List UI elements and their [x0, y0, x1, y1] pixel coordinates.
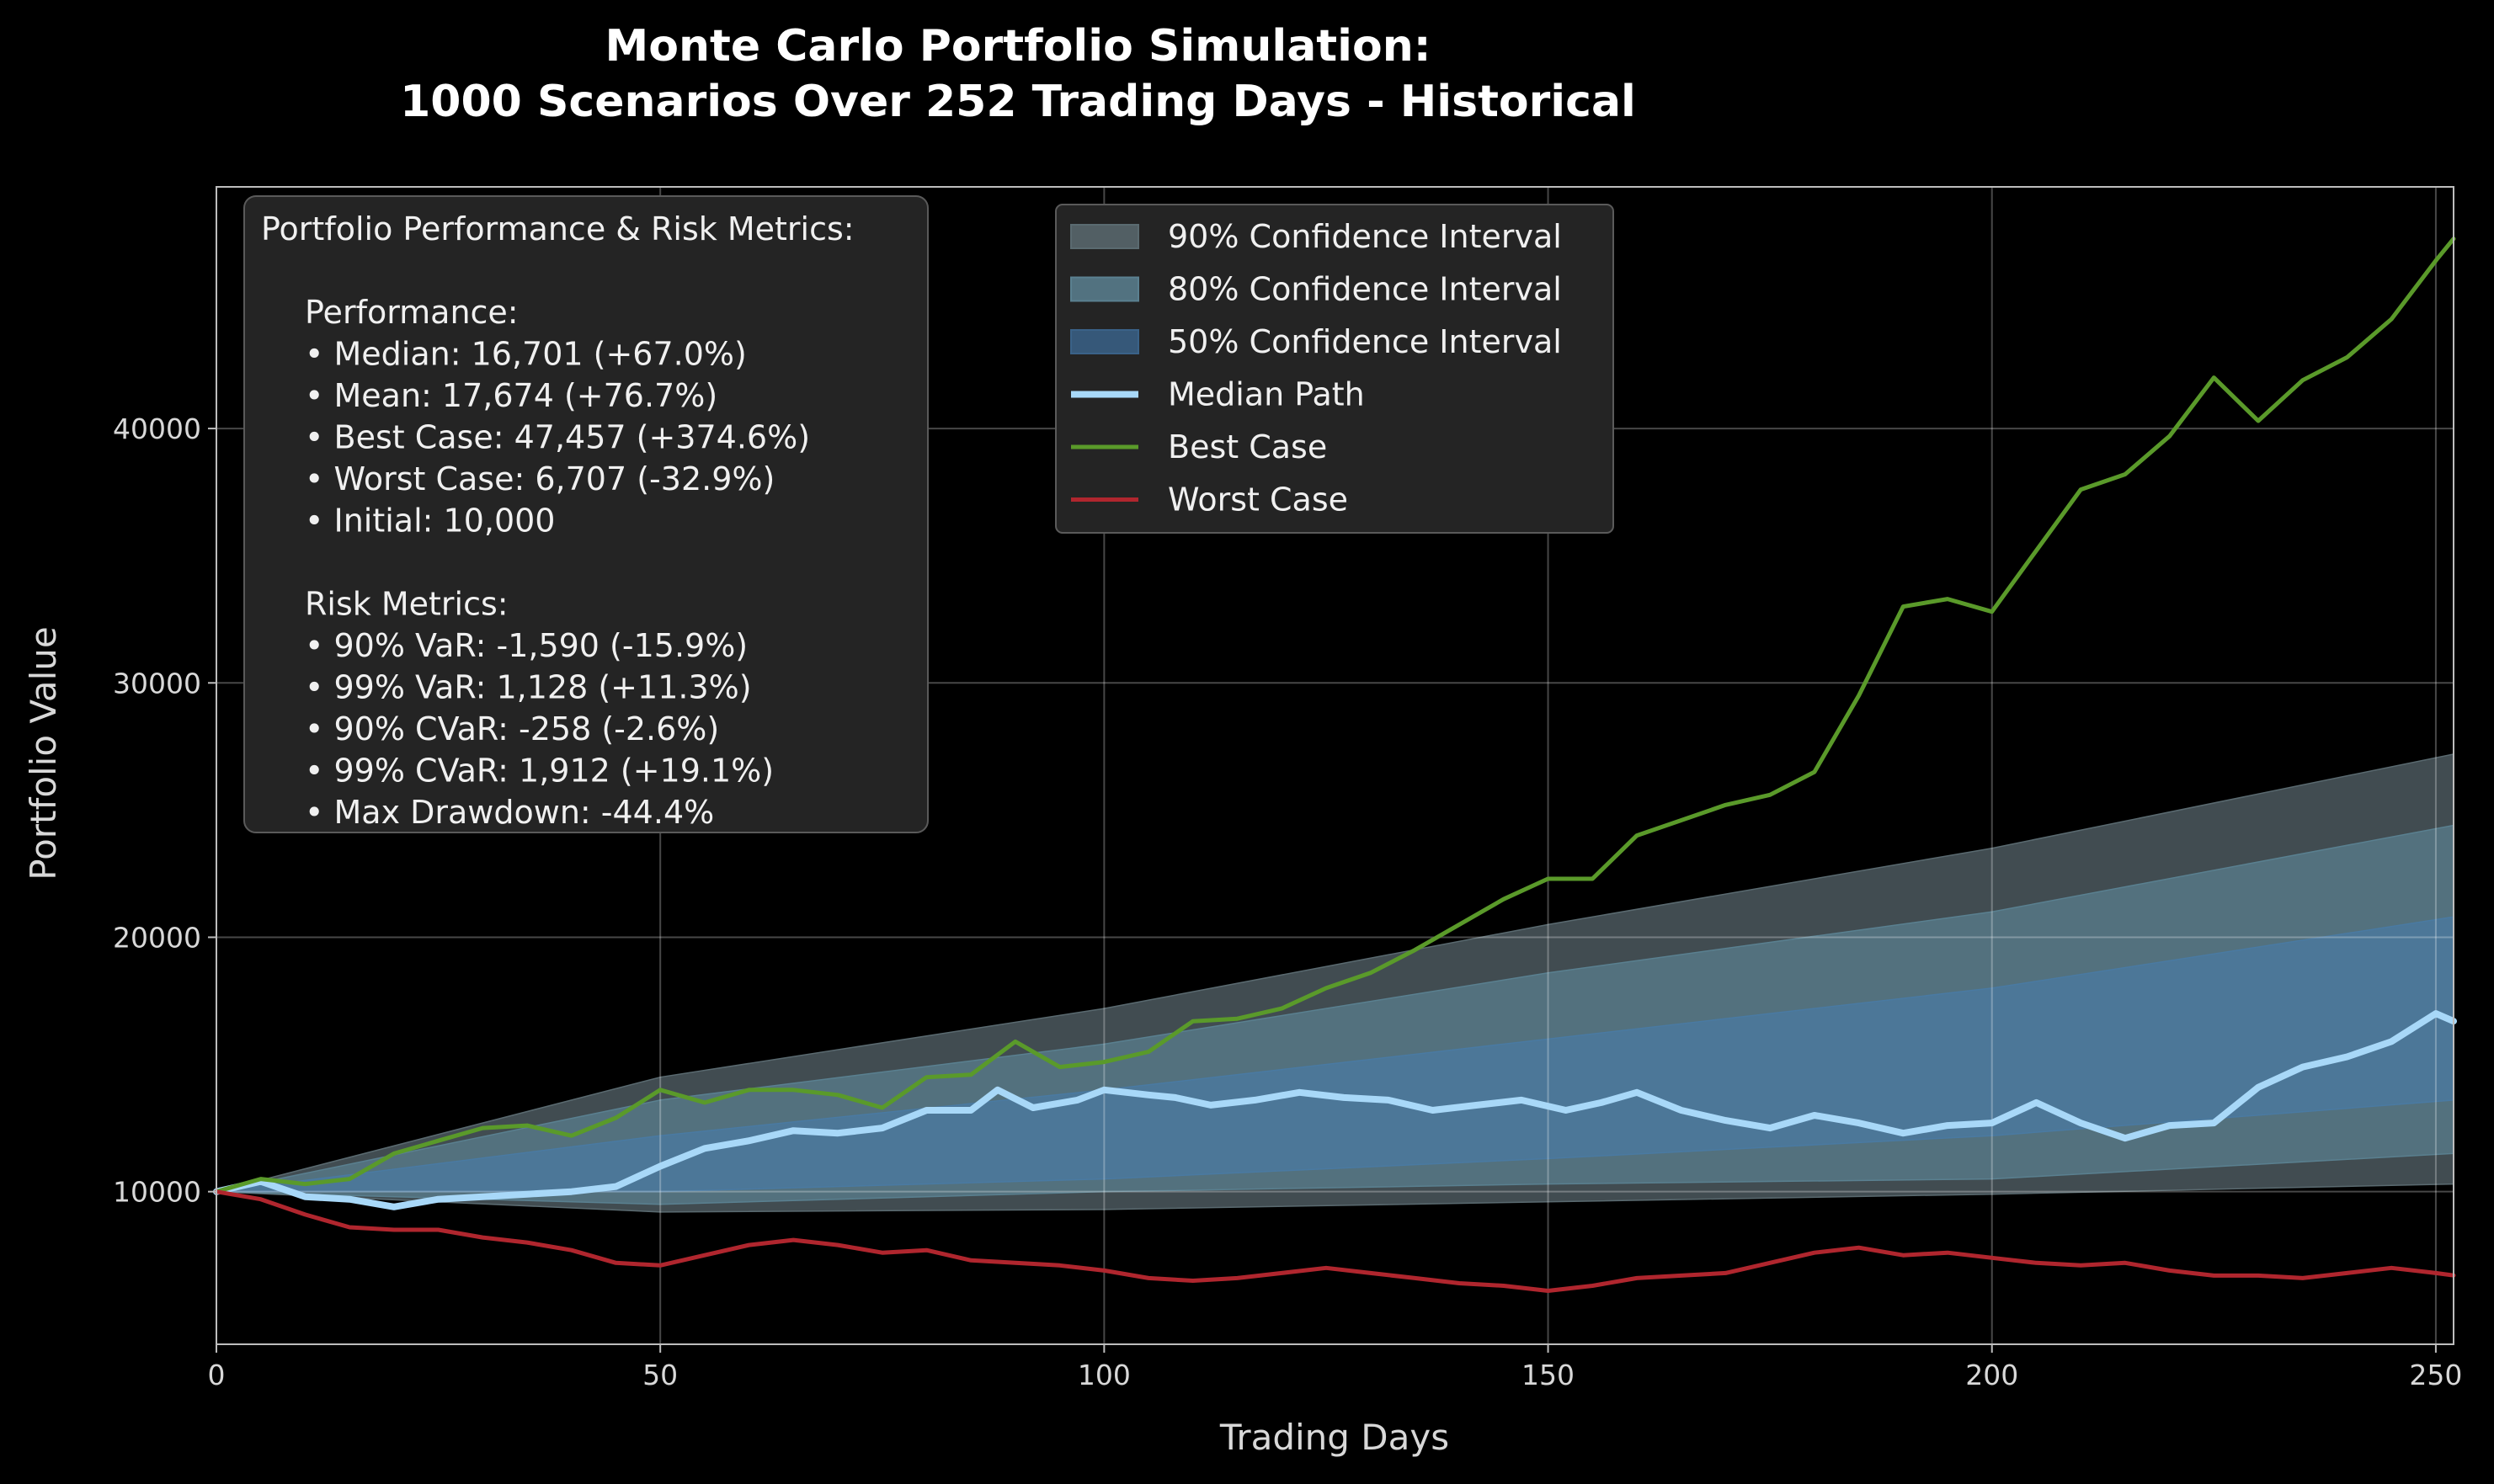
x-tick-label: 200: [1965, 1359, 2018, 1391]
metrics-line: • Median: 16,701 (+67.0%): [305, 336, 747, 373]
legend-label: 90% Confidence Interval: [1168, 218, 1562, 255]
y-tick-label: 40000: [113, 412, 201, 445]
metrics-line: Portfolio Performance & Risk Metrics:: [261, 210, 855, 247]
x-axis-label: Trading Days: [1219, 1417, 1449, 1458]
metrics-line: • Best Case: 47,457 (+374.6%): [305, 419, 810, 456]
metrics-line: • Worst Case: 6,707 (-32.9%): [305, 460, 775, 497]
legend-background: [1055, 204, 1614, 534]
metrics-box-background: [243, 195, 929, 833]
metrics-line: • Initial: 10,000: [305, 503, 556, 540]
legend-swatch: [1070, 224, 1139, 249]
legend-swatch: [1070, 276, 1139, 302]
y-axis-label: Portfolio Value: [23, 626, 64, 880]
metrics-line: • Max Drawdown: -44.4%: [305, 794, 714, 831]
series-lines: [213, 237, 2457, 1293]
x-tick-label: 150: [1521, 1359, 1575, 1391]
x-axis-ticks: 0 50 100 150 200 250: [208, 1344, 2462, 1391]
chart-title-line-2: 1000 Scenarios Over 252 Trading Days - H…: [400, 77, 1636, 127]
y-axis-ticks: 10000 20000 30000 40000: [113, 412, 216, 1209]
legend-swatch: [1070, 329, 1139, 354]
legend-label: Median Path: [1168, 376, 1365, 413]
metrics-line: • 99% CVaR: 1,912 (+19.1%): [305, 753, 774, 790]
plot-area: [213, 186, 2457, 1345]
plot-frame: [216, 186, 2454, 1345]
chart-title-line-1: Monte Carlo Portfolio Simulation:: [605, 21, 1431, 72]
metrics-line: • 99% VaR: 1,128 (+11.3%): [305, 669, 752, 706]
legend-label: Worst Case: [1168, 481, 1348, 519]
x-tick-label: 250: [2409, 1359, 2462, 1391]
metrics-line: • Mean: 17,674 (+76.7%): [305, 377, 717, 414]
series-line-median-path: [213, 1010, 2457, 1210]
legend-label: 80% Confidence Interval: [1168, 271, 1562, 308]
y-tick-label: 20000: [113, 921, 201, 954]
metrics-line: • 90% CVaR: -258 (-2.6%): [305, 710, 719, 747]
x-tick-label: 0: [208, 1359, 226, 1391]
metrics-line: • 90% VaR: -1,590 (-15.9%): [305, 627, 748, 664]
metrics-line: Performance:: [305, 294, 519, 331]
metrics-box: Portfolio Performance & Risk Metrics: Per…: [243, 195, 929, 833]
y-tick-label: 10000: [113, 1176, 201, 1209]
series-line-best-case: [214, 237, 2456, 1194]
x-tick-label: 50: [642, 1359, 678, 1391]
legend-label: Best Case: [1168, 428, 1327, 465]
legend-label: 50% Confidence Interval: [1168, 323, 1562, 360]
legend: 90% Confidence Interval 80% Confidence In…: [1055, 204, 1614, 534]
series-line-worst-case: [214, 1189, 2456, 1293]
x-tick-label: 100: [1078, 1359, 1131, 1391]
y-tick-label: 30000: [113, 667, 201, 699]
metrics-line: Risk Metrics:: [305, 586, 509, 623]
